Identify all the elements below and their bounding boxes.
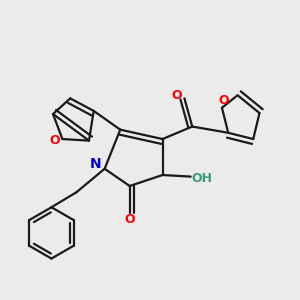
Text: O: O [49,134,60,147]
Text: OH: OH [191,172,212,185]
Text: O: O [218,94,229,107]
Text: N: N [89,157,101,171]
Text: O: O [124,213,135,226]
Text: O: O [171,89,182,102]
